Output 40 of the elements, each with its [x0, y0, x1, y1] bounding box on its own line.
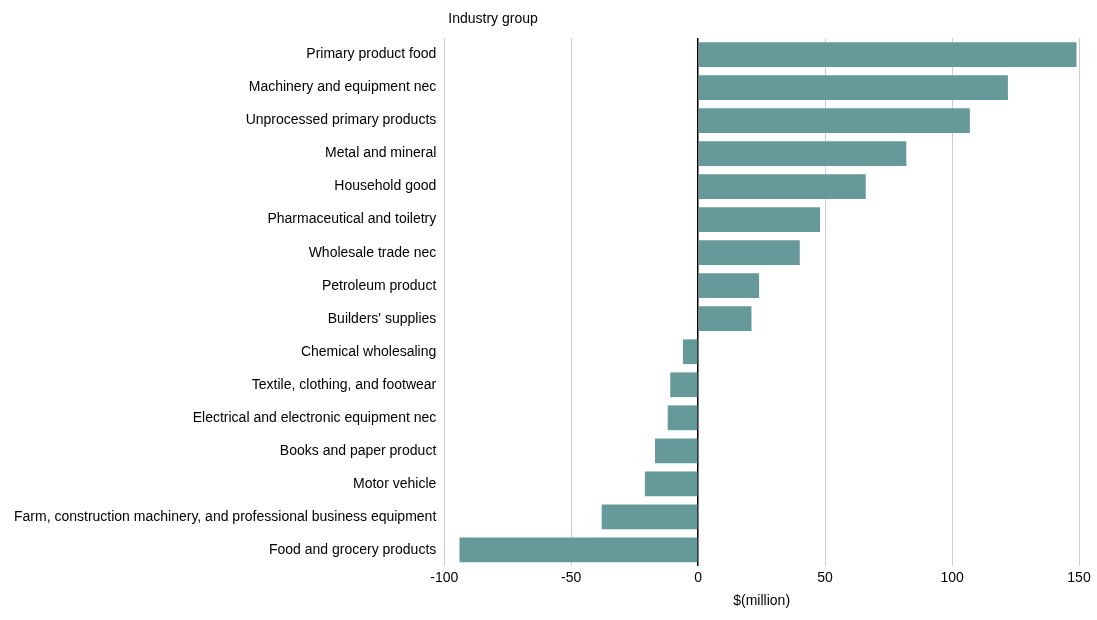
y-tick-label: Primary product food	[306, 45, 437, 62]
bar	[698, 75, 1008, 100]
y-axis-title: Industry group	[448, 9, 538, 26]
y-tick-label: Electrical and electronic equipment nec	[192, 408, 437, 425]
x-tick-label: 150	[1067, 568, 1091, 585]
bar	[698, 240, 800, 266]
y-tick-label: Chemical wholesaling	[300, 342, 437, 359]
x-tick-label: 100	[940, 568, 964, 585]
bar	[601, 504, 698, 530]
y-tick-label: Books and paper product	[279, 441, 437, 458]
y-tick-label: Unprocessed primary products	[245, 111, 437, 128]
x-tick-label: 0	[694, 568, 703, 585]
y-tick-label: Textile, clothing, and footwear	[251, 375, 437, 392]
y-tick-label: Food and grocery products	[268, 540, 437, 557]
x-axis-title: $(million)	[733, 592, 791, 609]
y-tick-label: Machinery and equipment nec	[248, 78, 437, 95]
y-tick-label: Motor vehicle	[353, 474, 437, 491]
bar	[698, 174, 866, 199]
x-tick-label: -50	[561, 568, 582, 585]
x-tick-label: -100	[430, 568, 459, 585]
y-tick-label: Household good	[334, 177, 437, 194]
bar	[459, 537, 698, 563]
bar	[667, 405, 698, 431]
y-tick-label: Builders' supplies	[327, 309, 437, 326]
bar	[644, 471, 698, 497]
bar	[682, 339, 698, 365]
bar	[698, 42, 1077, 67]
bar	[670, 372, 698, 398]
y-tick-label: Farm, construction machinery, and professional business equipment	[13, 507, 437, 524]
bar	[698, 141, 907, 166]
y-tick-label: Petroleum product	[321, 276, 437, 293]
bar	[655, 438, 698, 464]
bar	[698, 207, 821, 233]
y-tick-label: Wholesale trade nec	[308, 243, 437, 260]
bar	[698, 273, 760, 299]
y-tick-label: Pharmaceutical and toiletry	[267, 210, 437, 227]
bar	[698, 306, 752, 332]
bar	[698, 108, 970, 133]
y-tick-label: Metal and mineral	[325, 144, 437, 161]
x-tick-label: 50	[817, 568, 834, 585]
